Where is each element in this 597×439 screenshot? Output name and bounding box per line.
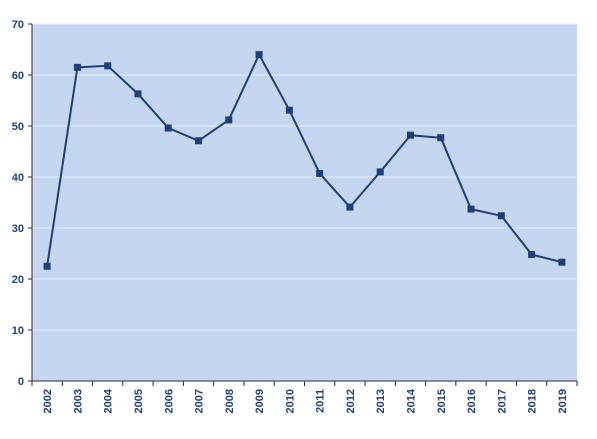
x-tick-label: 2016 [466, 389, 478, 413]
y-tick-label: 0 [18, 376, 24, 388]
y-tick-label: 60 [12, 70, 24, 82]
x-tick-label: 2005 [133, 389, 145, 413]
plot-area [32, 24, 577, 381]
data-point [346, 203, 354, 211]
x-tick-label: 2011 [315, 389, 327, 413]
data-point [406, 131, 414, 139]
data-point [316, 169, 324, 177]
y-axis-ticks: 0 10 20 30 40 50 60 70 [12, 19, 32, 388]
x-tick-label: 2017 [496, 389, 508, 413]
data-point [467, 205, 475, 213]
y-tick-label: 30 [12, 223, 24, 235]
x-tick-label: 2019 [557, 389, 569, 413]
x-tick-label: 2008 [224, 389, 236, 413]
data-point [225, 116, 233, 124]
x-tick-label: 2004 [103, 388, 115, 413]
series-line [46, 53, 563, 267]
data-point [104, 62, 112, 70]
x-tick-label: 2018 [527, 389, 539, 413]
x-axis-ticks: 2002 2003 2004 2005 2006 2007 2008 2009 2010 2011… [31, 381, 578, 413]
gridlines [32, 23, 577, 331]
data-point [437, 134, 445, 142]
x-tick-label: 2014 [405, 388, 417, 413]
y-tick-label: 50 [12, 121, 24, 133]
data-point [376, 168, 384, 176]
data-point [134, 90, 142, 98]
x-tick-label: 2015 [436, 389, 448, 413]
data-point [255, 51, 263, 59]
x-tick-label: 2002 [42, 389, 54, 413]
data-point [43, 262, 51, 270]
data-point [497, 212, 505, 220]
x-tick-label: 2006 [163, 389, 175, 413]
y-tick-label: 10 [12, 325, 24, 337]
x-tick-label: 2003 [72, 389, 84, 413]
series-markers [43, 51, 566, 270]
y-tick-label: 20 [12, 274, 24, 286]
y-tick-label: 70 [12, 19, 24, 31]
x-tick-label: 2012 [345, 389, 357, 413]
data-point [164, 124, 172, 132]
x-tick-label: 2010 [284, 389, 296, 413]
x-tick-label: 2009 [254, 389, 266, 413]
data-point [528, 251, 536, 259]
data-point [558, 258, 566, 266]
x-tick-label: 2013 [375, 389, 387, 413]
data-point [195, 137, 203, 145]
x-tick-label: 2007 [194, 389, 206, 413]
y-tick-label: 40 [12, 172, 24, 184]
data-point [73, 63, 81, 71]
data-point [285, 106, 293, 114]
